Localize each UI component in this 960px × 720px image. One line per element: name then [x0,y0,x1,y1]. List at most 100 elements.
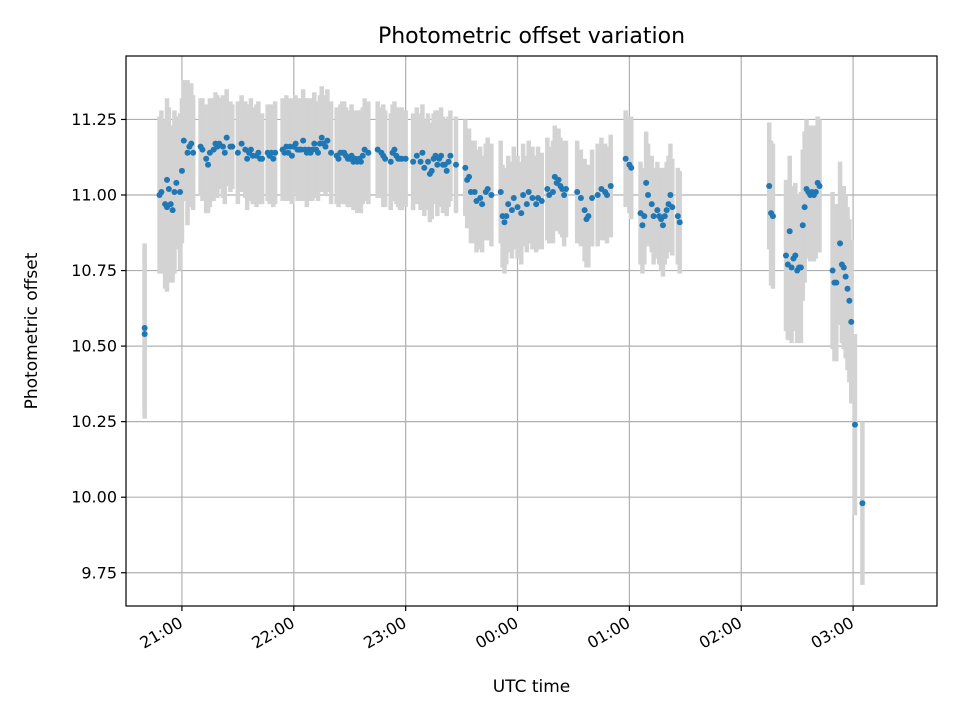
data-point [585,213,592,220]
data-point [203,155,210,162]
y-tick-label: 10.25 [71,412,117,431]
data-point [434,161,441,168]
data-point [484,185,491,192]
data-point [801,204,808,211]
data-point [503,213,510,220]
data-point [462,164,469,171]
y-tick-label: 10.50 [71,337,117,356]
data-point [270,155,277,162]
data-point [555,176,562,183]
data-point [769,213,776,220]
data-point [607,182,614,189]
data-point [594,192,601,199]
data-point [238,140,245,147]
data-point [438,152,445,159]
data-point [788,264,795,271]
data-point [255,149,262,156]
data-point [247,146,254,153]
data-point [837,240,844,247]
data-point [425,158,432,165]
data-point [173,179,180,186]
data-point [205,161,212,168]
y-tick-label: 11.25 [71,110,117,129]
data-point [413,152,420,159]
data-point [199,146,206,153]
data-point [840,264,847,271]
data-point [505,201,512,208]
data-point [477,195,484,202]
data-point [178,167,185,174]
data-point [792,252,799,259]
data-point [300,137,307,144]
y-tick-label: 10.00 [71,488,117,507]
data-point [165,185,172,192]
data-point [628,164,635,171]
data-point [177,188,184,195]
data-point [169,207,176,214]
data-point [391,146,398,153]
data-point [859,500,866,507]
data-point [842,273,849,280]
data-point [645,192,652,199]
x-axis-label: UTC time [493,677,571,697]
data-point [661,213,668,220]
data-point [445,158,452,165]
data-point [497,188,504,195]
data-point [365,149,372,156]
data-point [851,421,858,428]
data-point [846,297,853,304]
data-point [589,195,596,202]
data-point [622,155,629,162]
data-point [654,207,661,214]
data-point [328,149,335,156]
data-point [171,188,178,195]
data-point [419,149,426,156]
y-tick-label: 10.75 [71,261,117,280]
data-point [443,167,450,174]
data-point [479,201,486,208]
data-point [659,222,666,229]
data-point [538,198,545,205]
data-point [508,207,515,214]
data-point [184,149,191,156]
y-axis-label: Photometric offset [22,252,42,409]
y-tick-label: 11.00 [71,186,117,205]
data-point [639,222,646,229]
data-point [544,185,551,192]
y-tick-label: 9.75 [81,563,117,582]
data-point [641,213,648,220]
data-point [447,152,454,159]
data-point [357,158,364,165]
data-point [311,140,318,147]
data-point [650,213,657,220]
data-point [190,149,197,156]
data-point [523,201,530,208]
data-point [315,149,322,156]
data-point [674,213,681,220]
data-point [510,195,517,202]
data-point [797,264,804,271]
data-point [335,155,342,162]
data-point [234,149,241,156]
data-point [219,143,226,150]
data-point [520,192,527,199]
data-point [402,155,409,162]
data-point [488,192,495,199]
data-point [525,188,532,195]
data-point [410,158,417,165]
data-point [829,267,836,274]
data-point [387,158,394,165]
data-point [848,318,855,325]
data-point [272,149,279,156]
data-point [466,173,473,180]
data-point [833,279,840,286]
data-point [244,155,251,162]
data-point [382,155,389,162]
data-point [529,195,536,202]
data-point [221,149,228,156]
data-point [676,219,683,226]
data-point [844,285,851,292]
data-point [604,192,611,199]
data-point [417,158,424,165]
data-point [816,182,823,189]
